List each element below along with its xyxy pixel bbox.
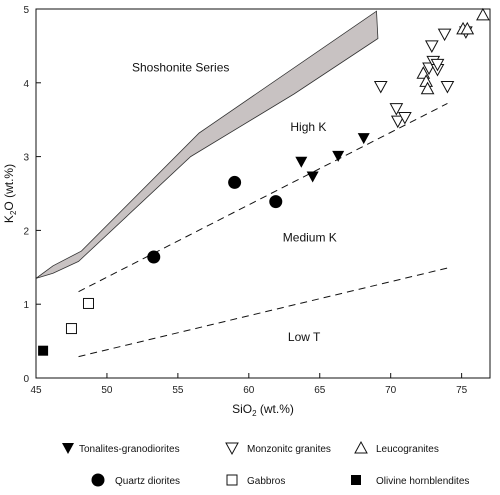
plot-frame (35, 8, 491, 379)
shoshonite-band (35, 10, 379, 279)
x-tick-label: 60 (243, 385, 255, 396)
data-point (373, 80, 388, 94)
data-point (332, 150, 345, 162)
y-tick-label: 5 (23, 5, 29, 16)
legend-marker (225, 442, 239, 456)
data-point (420, 81, 435, 95)
data-point (306, 171, 319, 183)
y-tick-label: 1 (23, 300, 29, 311)
legend-label: Leucogranites (376, 444, 439, 455)
data-point (38, 345, 49, 356)
x-tick-label: 70 (385, 385, 397, 396)
legend: Tonalites-granodiorites Monzonitc granite… (62, 440, 469, 487)
y-axis-title: K2O (wt.%) (2, 164, 18, 223)
y-tick-label: 0 (23, 374, 29, 385)
data-point (476, 7, 490, 21)
data-point (147, 250, 161, 264)
y-tick-label: 2 (23, 226, 29, 237)
legend-marker (351, 475, 361, 485)
boundary-lines (35, 10, 448, 358)
y-axis-title-main: K (2, 215, 16, 223)
data-point (424, 40, 439, 53)
y-tick-label: 4 (23, 79, 29, 90)
y-axis-title-tail: O (wt.%) (2, 164, 16, 211)
legend-marker (91, 473, 105, 487)
x-tick-label: 45 (30, 385, 42, 396)
x-tick-label: 65 (314, 385, 326, 396)
legend-label: Olivine hornblendites (376, 476, 469, 487)
region-label: Low T (288, 330, 321, 344)
data-point (357, 133, 370, 145)
x-axis-title-sub: 2 (252, 409, 257, 418)
data-point (228, 175, 242, 189)
data-point (389, 103, 404, 116)
x-tick-label: 75 (456, 385, 468, 396)
data-point (440, 80, 455, 94)
x-axis-title: SiO2 (wt.%) (232, 402, 294, 418)
legend-label: Gabbros (247, 476, 285, 487)
data-points (38, 7, 490, 356)
y-tick-label: 3 (23, 153, 29, 164)
x-axis-title-main: SiO (232, 402, 252, 416)
x-tick-label: 50 (101, 385, 113, 396)
medium-k-boundary (78, 267, 448, 358)
region-label: High K (290, 120, 326, 134)
x-axis-title-tail: (wt.%) (257, 402, 294, 416)
legend-label: Monzonitc granites (247, 444, 331, 455)
data-point (398, 111, 412, 125)
x-axis-ticks: 45 50 55 60 65 70 75 (30, 373, 468, 396)
data-point (390, 115, 405, 129)
data-point (437, 28, 452, 42)
x-tick-label: 55 (172, 385, 184, 396)
region-labels: Shoshonite Series High K Medium K Low T (132, 61, 337, 344)
region-label: Shoshonite Series (132, 61, 229, 75)
legend-marker (62, 443, 74, 454)
data-point (295, 156, 308, 168)
legend-marker (226, 474, 238, 486)
data-point (460, 21, 475, 35)
region-label: Medium K (283, 230, 337, 244)
legend-marker (354, 440, 368, 454)
data-point (269, 195, 283, 209)
y-axis-ticks: 0 1 2 3 4 5 (23, 5, 41, 385)
data-point (430, 58, 445, 72)
data-point (82, 297, 94, 309)
data-point (65, 323, 77, 335)
high-k-boundary (78, 103, 448, 293)
legend-label: Quartz diorites (115, 476, 180, 487)
legend-label: Tonalites-granodiorites (79, 444, 180, 455)
y-axis-title-sub: 2 (9, 210, 18, 215)
